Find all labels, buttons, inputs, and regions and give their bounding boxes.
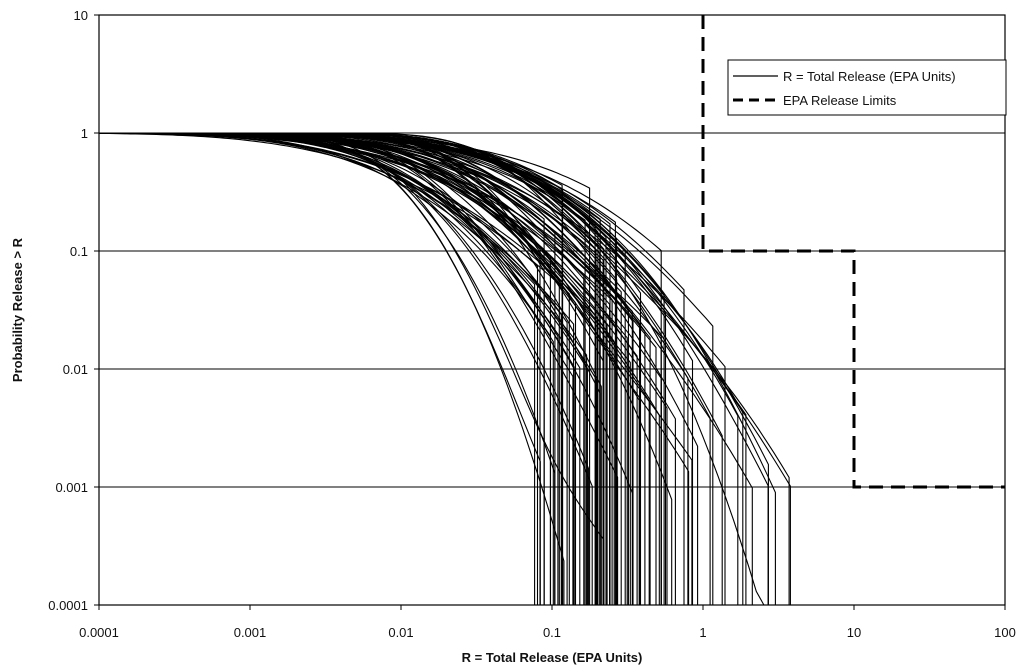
y-tick-label: 10 <box>74 8 88 23</box>
x-axis-ticks: 0.0001 0.001 0.01 0.1 1 10 100 <box>79 605 1016 640</box>
legend-label-total-release: R = Total Release (EPA Units) <box>783 69 956 84</box>
x-tick-label: 0.01 <box>388 625 413 640</box>
x-tick-label: 1 <box>699 625 706 640</box>
x-tick-label: 0.1 <box>543 625 561 640</box>
y-axis-ticks: 10 1 0.1 0.01 0.001 0.0001 <box>48 8 99 613</box>
y-axis-title: Probability Release > R <box>10 237 25 382</box>
legend-box <box>727 59 1007 116</box>
y-tick-label: 1 <box>81 126 88 141</box>
x-axis-title: R = Total Release (EPA Units) <box>462 650 643 665</box>
legend: R = Total Release (EPA Units) EPA Releas… <box>727 59 1007 116</box>
epa-release-limits-line <box>701 15 1005 489</box>
x-tick-label: 0.001 <box>234 625 267 640</box>
x-tick-label: 10 <box>847 625 861 640</box>
release-curves <box>98 132 791 606</box>
y-tick-label: 0.0001 <box>48 598 88 613</box>
legend-label-epa-limits: EPA Release Limits <box>783 93 897 108</box>
y-tick-label: 0.01 <box>63 362 88 377</box>
x-tick-label: 100 <box>994 625 1016 640</box>
y-tick-label: 0.001 <box>55 480 88 495</box>
x-tick-label: 0.0001 <box>79 625 119 640</box>
y-tick-label: 0.1 <box>70 244 88 259</box>
release-curve <box>99 132 588 605</box>
release-curve <box>99 132 591 605</box>
